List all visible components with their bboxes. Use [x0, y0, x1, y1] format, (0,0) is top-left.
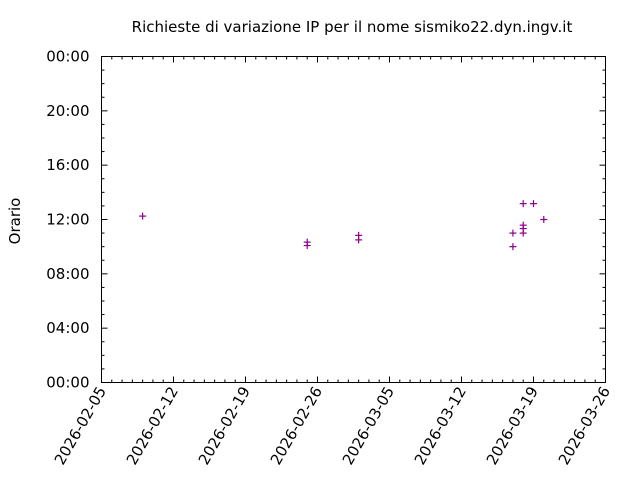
x-tick-label: 2026-02-05: [51, 384, 110, 469]
x-tick-label: 2026-03-26: [555, 384, 614, 469]
x-tick-label: 2026-02-19: [195, 384, 254, 469]
data-point: [519, 229, 527, 237]
x-tick-label: 2026-03-05: [339, 384, 398, 469]
y-tick-labels: 00:00 04:00 08:00 12:00 16:00 20:00 00:00: [46, 48, 89, 392]
x-tick-label: 2026-03-19: [483, 384, 542, 469]
y-axis-label: Orario: [6, 198, 24, 245]
data-point: [509, 243, 517, 251]
data-point: [530, 200, 537, 208]
data-point: [355, 236, 363, 244]
data-point: [509, 229, 517, 237]
x-tick-label: 2026-02-26: [267, 384, 326, 469]
y-tick-label: 00:00: [46, 374, 89, 392]
x-tick-label: 2026-02-12: [123, 384, 182, 469]
plot-frame: [101, 56, 606, 383]
y-tick-label: 00:00: [46, 48, 89, 66]
axis-ticks: [101, 56, 606, 383]
y-tick-label: 20:00: [46, 102, 89, 120]
chart-title: Richieste di variazione IP per il nome s…: [132, 18, 573, 36]
y-tick-label: 04:00: [46, 319, 89, 337]
data-points: [139, 200, 548, 251]
data-point: [519, 200, 527, 208]
data-point: [139, 212, 147, 220]
y-tick-label: 08:00: [46, 265, 89, 283]
x-tick-labels: 2026-02-05 2026-02-12 2026-02-19 2026-02-26…: [51, 384, 614, 469]
y-tick-label: 16:00: [46, 156, 89, 174]
y-tick-label: 12:00: [46, 211, 89, 229]
data-point: [303, 242, 311, 250]
data-point: [540, 216, 548, 223]
x-tick-label: 2026-03-12: [411, 384, 470, 469]
